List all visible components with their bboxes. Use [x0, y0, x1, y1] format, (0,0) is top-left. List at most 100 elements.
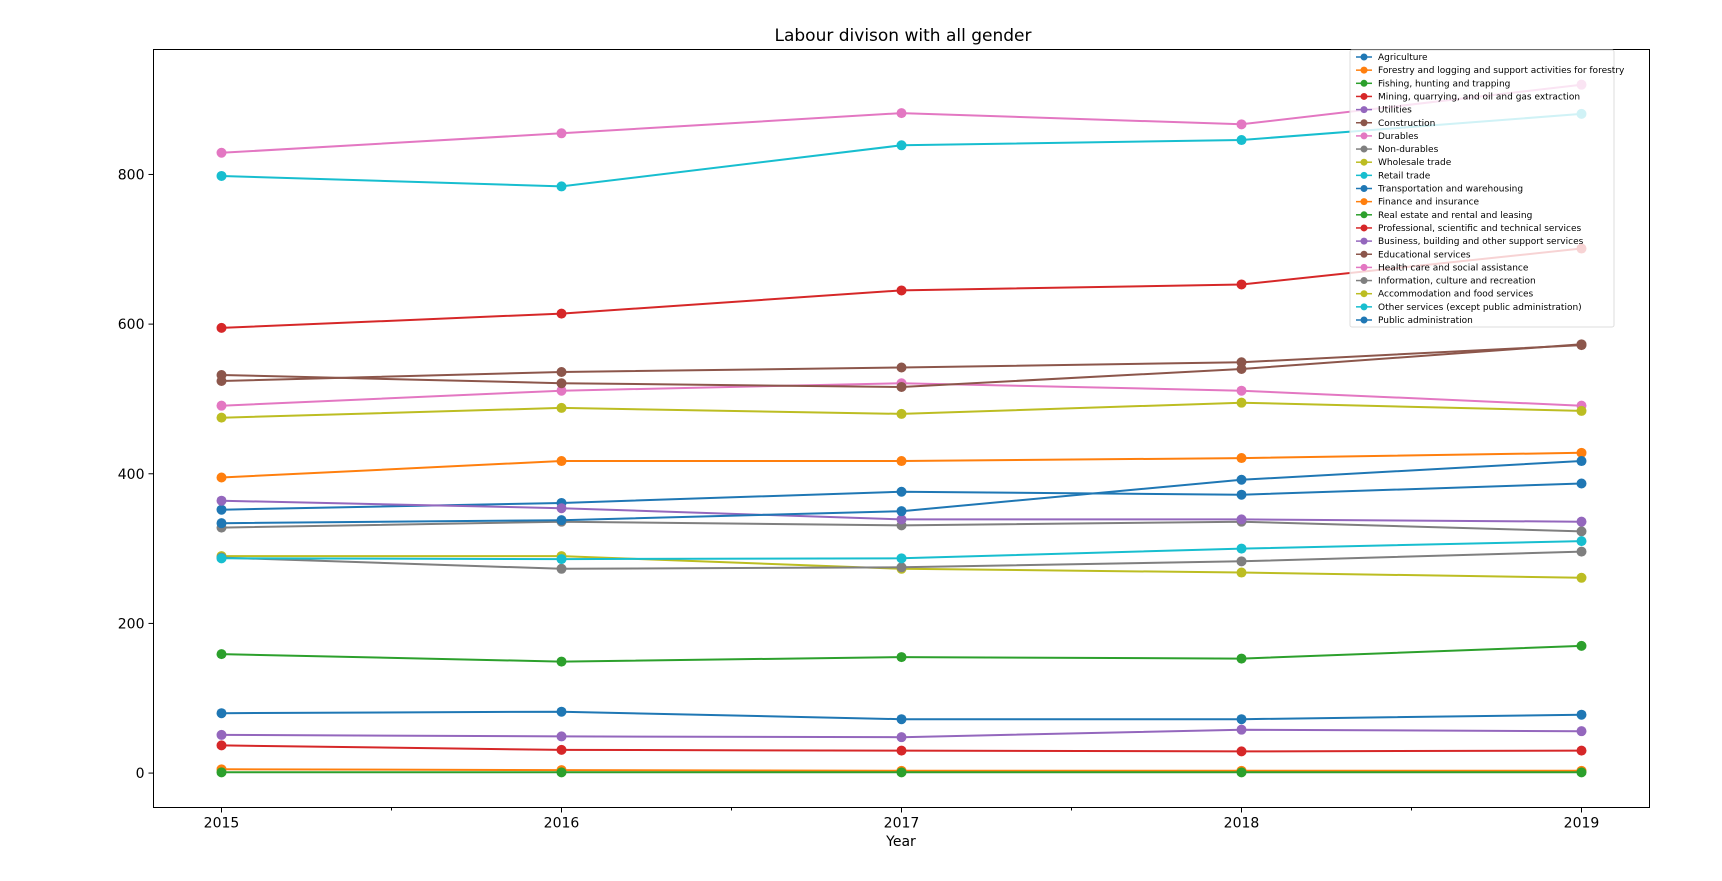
legend-label: Fishing, hunting and trapping [1378, 79, 1510, 89]
legend-label: Durables [1378, 132, 1419, 142]
data-point [556, 554, 567, 565]
data-point [216, 767, 227, 778]
legend-item: Business, building and other support ser… [1356, 237, 1584, 247]
data-point [216, 147, 227, 158]
legend-box [1349, 49, 1615, 328]
data-point [896, 506, 907, 517]
data-point [896, 652, 907, 663]
data-point [896, 285, 907, 296]
legend-label: Business, building and other support ser… [1378, 237, 1584, 247]
plot-frame [153, 49, 1650, 808]
data-point [1236, 556, 1247, 567]
y-axis: 0 200 400 600 800 [118, 167, 154, 782]
legend-item: Fishing, hunting and trapping [1356, 79, 1510, 89]
series-12 [216, 640, 1587, 667]
series-19 [216, 536, 1587, 565]
series-2 [216, 767, 1587, 778]
data-point [556, 181, 567, 192]
legend-item: Accommodation and food services [1356, 290, 1534, 300]
legend-item: Agriculture [1356, 53, 1428, 63]
legend-label: Educational services [1378, 250, 1471, 260]
legend-label: Professional, scientific and technical s… [1378, 224, 1581, 234]
data-point [556, 767, 567, 778]
data-point [556, 128, 567, 139]
legend-item: Utilities [1356, 106, 1412, 116]
y-tick-label: 200 [118, 616, 145, 632]
data-point [1236, 453, 1247, 464]
legend-label: Non-durables [1378, 145, 1439, 155]
data-point [896, 562, 907, 573]
data-point [1576, 572, 1587, 583]
data-point [1236, 567, 1247, 578]
legend-item: Retail trade [1356, 171, 1431, 181]
legend-swatch-marker [1360, 92, 1368, 100]
data-point [1576, 447, 1587, 458]
chart-title: Labour divison with all gender [775, 26, 1032, 46]
data-point [216, 518, 227, 529]
legend-swatch-marker [1360, 171, 1368, 179]
data-point [1236, 489, 1247, 500]
data-point [216, 170, 227, 181]
data-point [896, 767, 907, 778]
data-point [216, 504, 227, 515]
data-point [1236, 119, 1247, 130]
data-point [1236, 767, 1247, 778]
legend-swatch-marker [1360, 211, 1368, 219]
series-20 [216, 456, 1587, 529]
data-point [896, 486, 907, 497]
x-tick-label: 2019 [1564, 816, 1600, 832]
data-point [1236, 543, 1247, 554]
legend-label: Forestry and logging and support activit… [1378, 66, 1625, 76]
legend-label: Other services (except public administra… [1378, 303, 1582, 313]
legend-swatch-marker [1360, 66, 1368, 74]
legend-swatch-marker [1360, 316, 1368, 324]
data-point [556, 456, 567, 467]
data-point [1576, 536, 1587, 547]
data-point [1576, 745, 1587, 756]
legend-item: Health care and social assistance [1356, 263, 1529, 273]
legend-label: Finance and insurance [1378, 198, 1480, 208]
x-axis-label: Year [885, 834, 916, 850]
legend-swatch-marker [1360, 237, 1368, 245]
y-tick-label: 800 [118, 167, 145, 183]
legend-item: Transportation and warehousing [1356, 185, 1523, 195]
legend-swatch-marker [1360, 290, 1368, 298]
legend-label: Real estate and rental and leasing [1378, 211, 1532, 221]
legend-item: Information, culture and recreation [1356, 277, 1536, 287]
x-axis: 2015 2016 2017 2018 2019 [204, 807, 1600, 832]
data-point [896, 745, 907, 756]
legend-swatch-marker [1360, 79, 1368, 87]
data-point [1576, 526, 1587, 537]
legend-label: Mining, quarrying, and oil and gas extra… [1378, 92, 1580, 102]
data-point [1576, 767, 1587, 778]
y-tick-label: 400 [118, 467, 145, 483]
legend-swatch-marker [1360, 145, 1368, 153]
legend-swatch-marker [1360, 263, 1368, 271]
legend-item: Wholesale trade [1356, 158, 1452, 168]
data-point [896, 381, 907, 392]
data-point [1236, 724, 1247, 735]
legend-label: Information, culture and recreation [1378, 277, 1536, 287]
legend-label: Health care and social assistance [1378, 263, 1529, 273]
data-point [216, 412, 227, 423]
data-point [216, 729, 227, 740]
data-point [216, 369, 227, 380]
legend-label: Accommodation and food services [1378, 290, 1534, 300]
legend-label: Agriculture [1378, 53, 1428, 63]
data-point [556, 706, 567, 717]
data-point [556, 656, 567, 667]
data-point [1236, 714, 1247, 725]
series-15 [216, 339, 1587, 392]
data-point [1576, 726, 1587, 737]
data-point [556, 308, 567, 319]
legend-swatch-marker [1360, 119, 1368, 127]
legend-label: Construction [1378, 119, 1435, 129]
data-point [1236, 364, 1247, 375]
legend-label: Utilities [1378, 106, 1412, 116]
legend-label: Wholesale trade [1378, 158, 1452, 168]
legend-item: Durables [1356, 132, 1419, 142]
data-point [556, 563, 567, 574]
legend-swatch-marker [1360, 250, 1368, 258]
data-point [216, 472, 227, 483]
data-point [216, 322, 227, 333]
